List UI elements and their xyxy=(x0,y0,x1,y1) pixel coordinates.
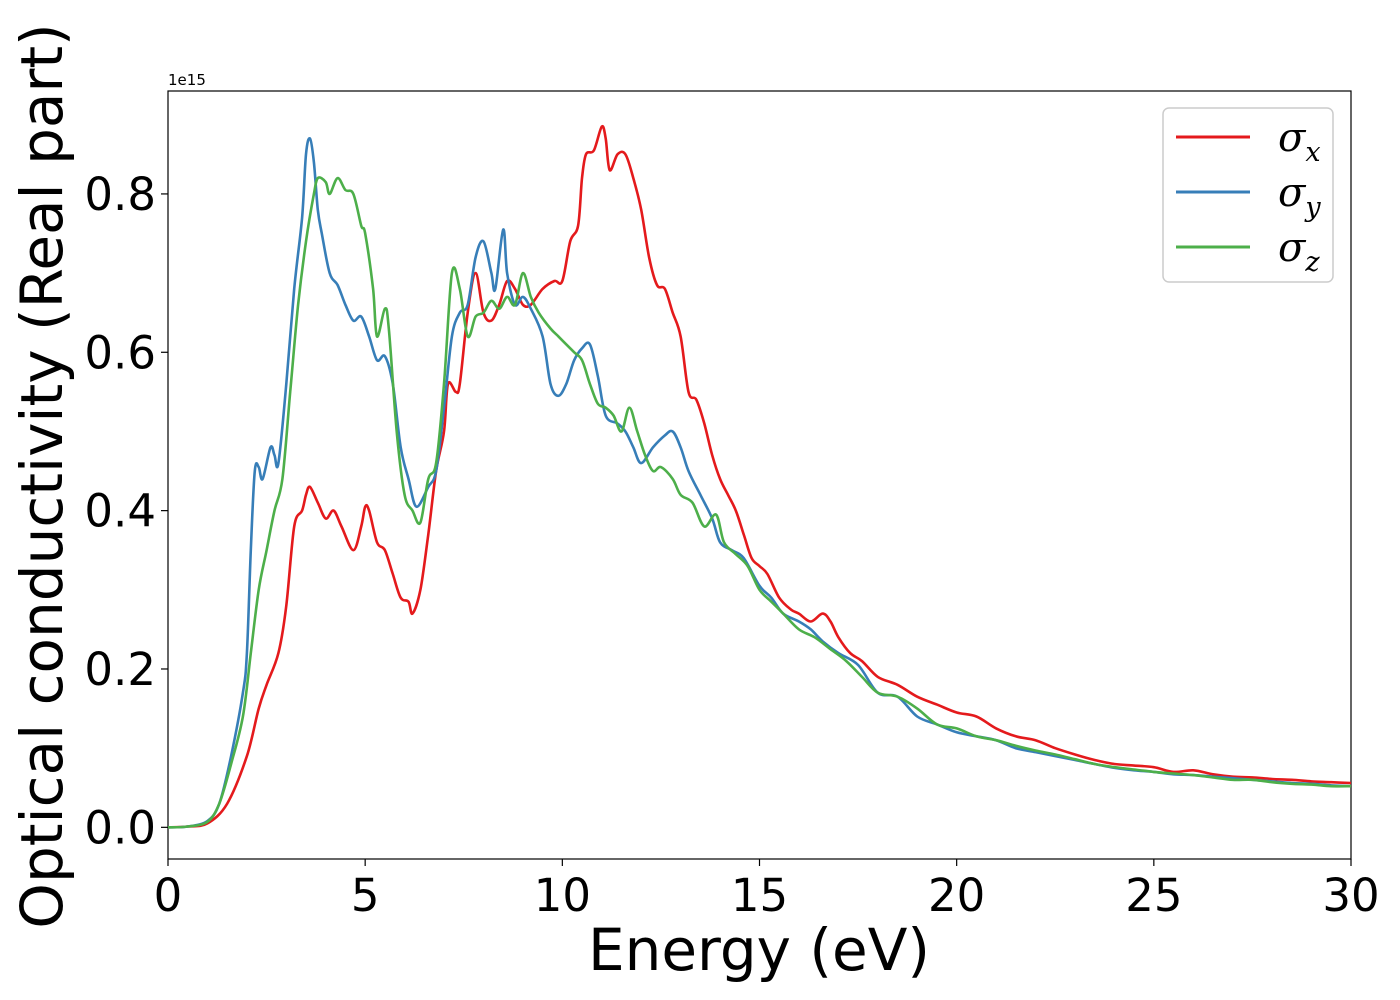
legend-symbol: σ xyxy=(1278,225,1307,271)
x-tick-label: 25 xyxy=(1125,869,1182,922)
y-tick-label: 0.0 xyxy=(84,801,156,854)
y-offset-text: 1e15 xyxy=(168,71,206,89)
series-line-z xyxy=(167,176,1352,829)
x-tick-label: 15 xyxy=(731,869,788,922)
x-tick-label: 30 xyxy=(1322,869,1379,922)
x-tick-label: 5 xyxy=(351,869,380,922)
y-tick-label: 0.4 xyxy=(84,485,156,538)
y-tick-label: 0.6 xyxy=(84,326,156,379)
legend-symbol: σ xyxy=(1278,170,1307,216)
legend-box xyxy=(1162,107,1334,283)
series-line-x xyxy=(167,124,1352,829)
x-tick-label: 20 xyxy=(928,869,985,922)
legend-label-y: σy xyxy=(1278,170,1321,223)
y-axis-ticks: 0.0 0.2 0.4 0.6 0.8 xyxy=(84,168,168,854)
legend-label-x: σx xyxy=(1278,115,1321,168)
x-tick-label: 10 xyxy=(534,869,591,922)
x-axis-ticks: 0 5 10 15 20 25 30 xyxy=(154,859,1380,922)
y-tick-label: 0.8 xyxy=(84,168,156,221)
legend-symbol: σ xyxy=(1278,115,1307,161)
x-tick-label: 0 xyxy=(154,869,183,922)
y-tick-label: 0.2 xyxy=(84,643,156,696)
series-layer xyxy=(167,124,1352,829)
y-axis-label: Optical conductivity (Real part) xyxy=(8,23,76,928)
legend-subscript: z xyxy=(1304,247,1320,278)
x-axis-label: Energy (eV) xyxy=(588,916,930,984)
legend-subscript: y xyxy=(1304,192,1321,223)
legend-subscript: x xyxy=(1305,137,1320,168)
legend-label-z: σz xyxy=(1278,225,1320,278)
